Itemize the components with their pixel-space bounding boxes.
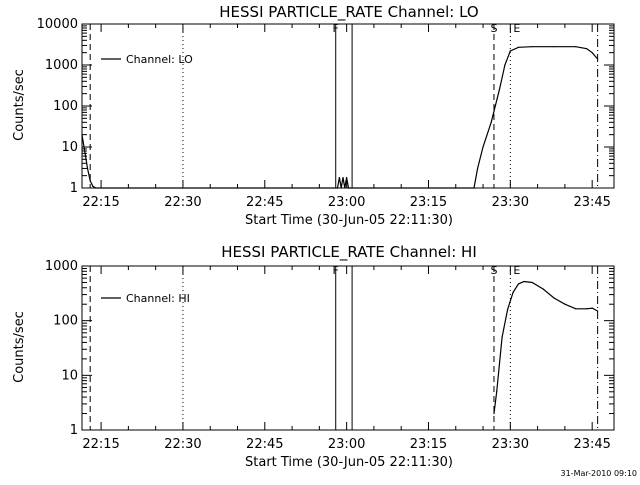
series-line (493, 280, 598, 414)
event-marker-label: E (513, 264, 520, 277)
y-axis-label: Counts/sec (12, 311, 27, 383)
data-point (575, 46, 577, 48)
event-marker-label: S (490, 22, 497, 35)
legend-label: Channel: LO (126, 53, 193, 66)
data-point (92, 185, 94, 187)
y-tick-label: 100 (53, 314, 78, 329)
data-point (531, 46, 533, 48)
data-point (84, 150, 86, 152)
series-line (81, 46, 599, 189)
data-point (344, 187, 346, 189)
data-point (575, 308, 577, 310)
data-point (564, 303, 566, 305)
x-tick-label: 22:15 (82, 437, 119, 452)
data-point (597, 58, 599, 60)
plot-frame (81, 265, 615, 431)
data-point (523, 280, 525, 283)
data-point (597, 310, 599, 312)
data-point (347, 187, 350, 189)
data-point (531, 281, 533, 284)
data-point (86, 167, 89, 170)
x-tick-label: 23:45 (573, 195, 610, 210)
x-tick-label: 22:30 (164, 437, 201, 452)
event-marker-label: F (333, 22, 339, 35)
x-tick-label: 23:00 (328, 195, 365, 210)
event-marker-label: S (490, 264, 497, 277)
data-point (340, 187, 342, 189)
data-point (509, 50, 511, 52)
panel-hi: HESSI PARTICLE_RATE Channel: HI Start Ti… (12, 243, 615, 470)
data-point (512, 291, 514, 293)
y-tick-label: 1 (70, 181, 78, 196)
y-tick-label: 10000 (37, 17, 78, 32)
data-point (81, 134, 83, 136)
x-tick-label: 23:30 (492, 437, 529, 452)
event-marker-label: F (333, 264, 339, 277)
x-axis-label: Start Time (30-Jun-05 22:11:30) (245, 213, 453, 228)
y-tick-label: 10 (61, 140, 78, 155)
y-tick-label: 1000 (45, 58, 78, 73)
data-point (482, 146, 484, 148)
y-tick-label: 100 (53, 99, 78, 114)
x-tick-label: 22:45 (246, 195, 283, 210)
data-point (517, 283, 520, 285)
data-point (553, 297, 555, 299)
y-axis-label: Counts/sec (12, 69, 27, 141)
data-point (542, 288, 544, 290)
y-tick-label: 1 (70, 423, 78, 438)
y-tick-label: 1000 (45, 259, 78, 274)
data-point (490, 121, 492, 123)
plot-frame (81, 23, 615, 189)
x-tick-label: 23:30 (492, 195, 529, 210)
data-point (496, 391, 498, 393)
data-point (473, 187, 475, 189)
timestamp: 31-Mar-2010 09:10 (561, 469, 638, 478)
x-tick-label: 22:30 (164, 195, 201, 210)
data-point (586, 48, 588, 50)
data-point (95, 187, 97, 189)
data-point (336, 187, 339, 189)
x-tick-label: 23:45 (573, 437, 610, 452)
event-marker-label: E (513, 22, 520, 35)
data-point (553, 46, 555, 48)
data-point (501, 336, 503, 338)
data-point (342, 176, 344, 179)
x-tick-label: 23:00 (328, 437, 365, 452)
x-tick-label: 23:15 (410, 195, 447, 210)
panel-lo: HESSI PARTICLE_RATE Channel: LO Start Ti… (12, 3, 615, 228)
data-point (346, 176, 348, 179)
data-point (493, 412, 495, 415)
data-point (89, 180, 91, 182)
data-point (476, 167, 479, 170)
x-tick-label: 23:15 (410, 437, 447, 452)
y-tick-label: 10 (61, 368, 78, 383)
data-point (586, 308, 588, 310)
data-point (338, 176, 340, 179)
x-axis-label: Start Time (30-Jun-05 22:11:30) (245, 455, 453, 470)
data-point (517, 46, 520, 48)
chart-title: HESSI PARTICLE_RATE Channel: LO (219, 3, 478, 22)
data-point (591, 307, 593, 309)
chart-title: HESSI PARTICLE_RATE Channel: HI (221, 243, 477, 262)
legend-label: Channel: HI (126, 292, 190, 305)
x-tick-label: 22:45 (246, 437, 283, 452)
data-point (591, 52, 593, 54)
data-point (507, 308, 509, 311)
data-point (498, 89, 501, 91)
data-point (504, 64, 506, 66)
x-tick-label: 22:15 (82, 195, 119, 210)
